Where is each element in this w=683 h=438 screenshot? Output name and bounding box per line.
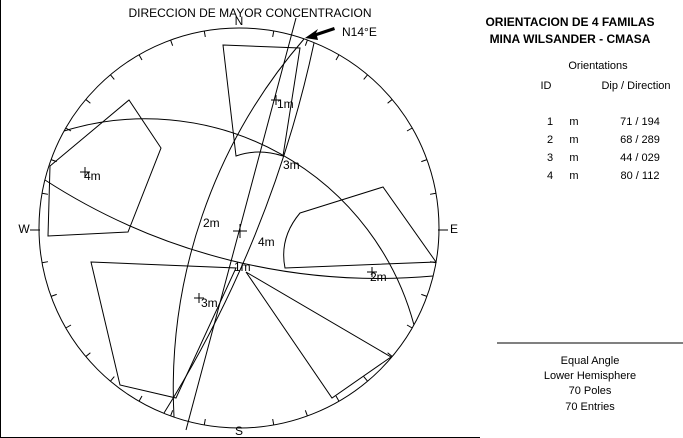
table-cell: 4 <box>547 170 553 182</box>
pole-labels: 1m 1m 2m 2m 3m 3m 4m 4m <box>80 95 387 310</box>
primitive-circle <box>38 27 440 429</box>
rose-petal <box>47 99 162 237</box>
footer-line: Equal Angle <box>561 355 620 367</box>
title: MINA WILSANDER - CMASA <box>490 32 651 46</box>
perimeter-tick <box>170 410 174 417</box>
pole-label: 2m <box>370 270 387 284</box>
perimeter-tick <box>335 395 340 402</box>
footer-line: 70 Entries <box>565 401 615 413</box>
direction-label: N14°E <box>342 25 377 39</box>
perimeter-tick <box>203 30 206 38</box>
perimeter-tick <box>85 352 91 357</box>
perimeter-tick <box>170 39 174 46</box>
perimeter-tick <box>138 395 143 402</box>
pole-label: 3m <box>201 296 218 310</box>
compass-e: E <box>450 222 458 236</box>
pole-label: 1m <box>234 260 251 274</box>
perimeter-tick <box>421 159 428 163</box>
column-header: ID <box>541 80 552 92</box>
perimeter-tick <box>406 127 413 132</box>
perimeter-tick <box>85 99 91 104</box>
title: ORIENTACION DE 4 FAMILAS <box>485 15 654 29</box>
rose-petal <box>245 271 392 399</box>
rose-petal <box>283 186 437 269</box>
great-circle <box>172 38 305 418</box>
perimeter-tick <box>429 192 437 195</box>
table-cell: m <box>569 134 578 146</box>
perimeter-tick <box>304 410 308 417</box>
annotation: DIRECCION DE MAYOR CONCENTRACION <box>128 6 371 20</box>
table-cell: 68 / 289 <box>620 134 660 146</box>
perimeter-tick <box>65 324 72 329</box>
perimeter-tick <box>429 261 437 264</box>
compass-n: N <box>235 14 244 28</box>
perimeter-tick <box>421 293 428 297</box>
perimeter-tick <box>138 54 143 61</box>
perimeter-tick <box>335 54 340 61</box>
great-circle <box>63 118 415 326</box>
table-cell: m <box>569 116 578 128</box>
perimeter-tick <box>387 352 393 357</box>
perimeter-tick <box>110 376 115 382</box>
arrow <box>305 27 335 40</box>
concentration-line <box>185 17 297 431</box>
subtitle: Orientations <box>568 60 628 72</box>
orientation-table: 1 m 71 / 194 2 m 68 / 289 3 m 44 / 029 4 m 80 / 112 <box>547 116 660 182</box>
table-cell: 71 / 194 <box>620 116 660 128</box>
footer-line: Lower Hemisphere <box>544 370 636 382</box>
table-cell: 80 / 112 <box>621 170 660 182</box>
perimeter-tick <box>363 74 368 80</box>
net <box>38 17 440 431</box>
pole-label: 1m <box>277 97 294 111</box>
great-circle <box>163 42 315 414</box>
pole-label: 4m <box>258 235 275 249</box>
table-cell: 44 / 029 <box>620 152 660 164</box>
table-cell: m <box>569 170 578 182</box>
perimeter-tick <box>203 418 206 426</box>
compass-w: W <box>18 222 30 236</box>
perimeter-tick <box>41 192 49 195</box>
table-cell: m <box>569 152 578 164</box>
pole-label: 4m <box>84 169 101 183</box>
footer-line: 70 Poles <box>569 385 612 397</box>
perimeter-tick <box>272 418 275 426</box>
perimeter-tick <box>50 159 57 163</box>
table-cell: 3 <box>547 152 553 164</box>
perimeter-tick <box>304 39 308 46</box>
compass-s: S <box>235 424 243 438</box>
rose-petal <box>222 44 301 157</box>
pole-mark <box>80 95 377 303</box>
perimeter-tick <box>50 293 57 297</box>
perimeter-tick <box>65 127 72 132</box>
pole-label: 3m <box>283 158 300 172</box>
perimeter-tick <box>272 30 275 38</box>
perimeter-tick <box>41 261 49 264</box>
pole-label: 2m <box>203 216 220 230</box>
column-header: Dip / Direction <box>601 80 670 92</box>
perimeter-tick <box>387 99 393 104</box>
perimeter-tick <box>406 324 413 329</box>
perimeter-tick <box>363 376 368 382</box>
table-cell: 1 <box>547 116 553 128</box>
perimeter-tick <box>110 74 115 80</box>
table-cell: 2 <box>547 134 553 146</box>
